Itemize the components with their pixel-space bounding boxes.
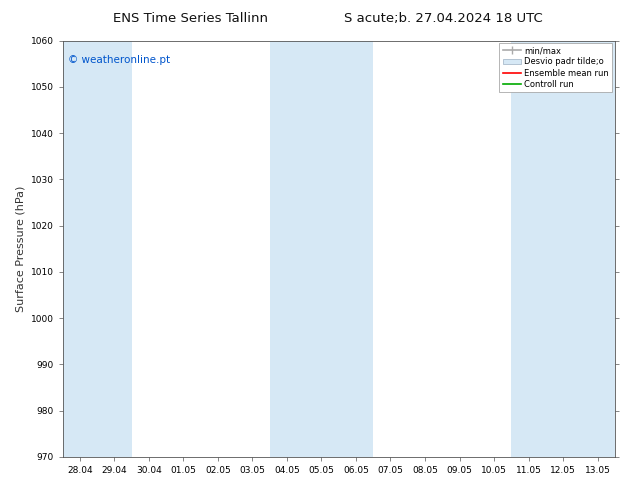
Bar — [63, 41, 132, 457]
Text: ENS Time Series Tallinn: ENS Time Series Tallinn — [113, 12, 268, 25]
Legend: min/max, Desvio padr tilde;o, Ensemble mean run, Controll run: min/max, Desvio padr tilde;o, Ensemble m… — [499, 43, 612, 92]
Text: S acute;b. 27.04.2024 18 UTC: S acute;b. 27.04.2024 18 UTC — [344, 12, 543, 25]
Bar — [511, 41, 615, 457]
Bar — [269, 41, 373, 457]
Text: © weatheronline.pt: © weatheronline.pt — [68, 55, 171, 65]
Y-axis label: Surface Pressure (hPa): Surface Pressure (hPa) — [15, 186, 25, 312]
